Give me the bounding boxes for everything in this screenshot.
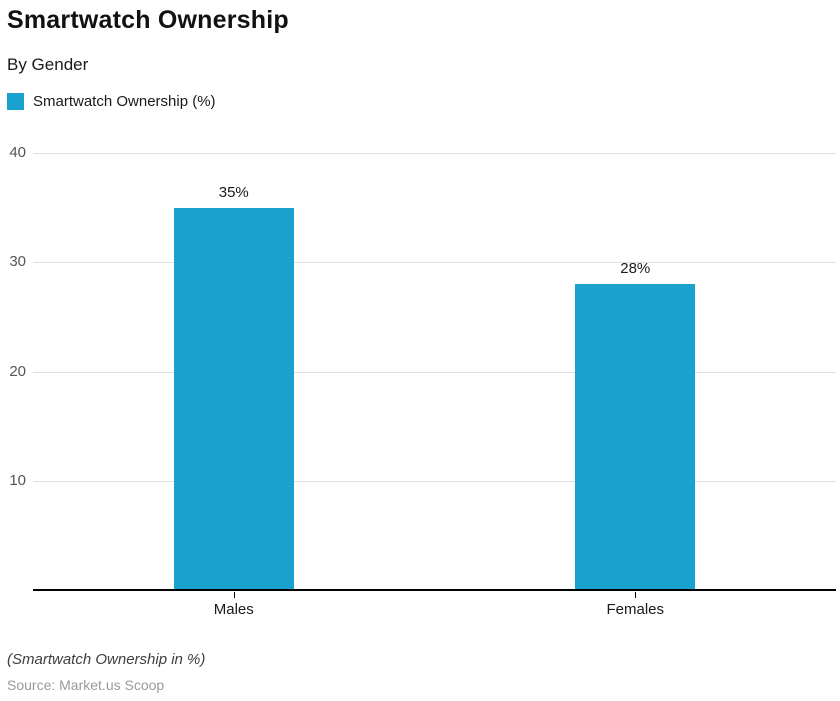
legend-swatch-icon: [7, 93, 24, 110]
y-tick-label-20: 20: [9, 362, 26, 380]
source-credit: Source: Market.us Scoop: [7, 677, 165, 693]
gridline-40: [33, 153, 836, 154]
legend-label: Smartwatch Ownership (%): [33, 93, 216, 110]
x-category-label-females: Females: [606, 601, 665, 618]
y-tick-label-30: 30: [9, 253, 26, 271]
x-category-label-males: Males: [213, 601, 254, 618]
x-tick-females: [635, 592, 637, 598]
gridline-30: [33, 262, 836, 264]
footnote: (Smartwatch Ownership in %): [7, 651, 206, 668]
gridline-20: [33, 371, 836, 373]
y-tick-label-10: 10: [9, 471, 26, 489]
legend-item[interactable]: Smartwatch Ownership (%): [7, 93, 216, 110]
bar-females[interactable]: [575, 284, 696, 590]
y-tick-label-40: 40: [9, 144, 26, 161]
gridline-10: [33, 480, 836, 482]
value-label-males: 35%: [218, 183, 249, 201]
x-axis-line: [33, 589, 836, 591]
chart-title: Smartwatch Ownership: [7, 6, 289, 34]
chart-subtitle: By Gender: [7, 55, 89, 74]
bar-males[interactable]: [173, 207, 294, 590]
plot-area: 10 20 30 40 35% Males 28% Females: [0, 128, 840, 618]
value-label-females: 28%: [620, 260, 651, 278]
x-tick-males: [233, 592, 235, 598]
